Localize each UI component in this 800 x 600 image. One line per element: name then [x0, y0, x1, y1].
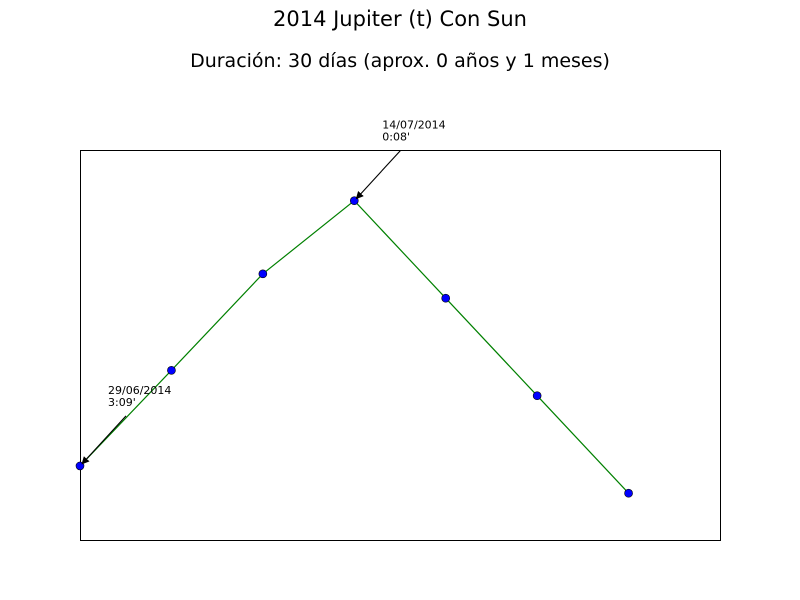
annotation-arrow-1	[355, 150, 401, 200]
data-point-4	[441, 293, 451, 303]
annotation-layer: 29/06/2014 3:09' 14/07/2014 0:08'	[81, 119, 446, 465]
annotation-date: 14/07/2014	[382, 119, 445, 132]
annotation-label-0: 29/06/2014 3:09'	[108, 384, 171, 409]
annotation-time: 3:09'	[108, 396, 136, 409]
plot-area-frame	[80, 150, 721, 541]
annotation-date: 29/06/2014	[108, 384, 171, 397]
data-point-5	[532, 391, 542, 401]
data-point-2	[258, 269, 268, 279]
data-point-6	[624, 488, 633, 498]
chart-subtitle: Duración: 30 días (aprox. 0 años y 1 mes…	[190, 50, 610, 72]
annotation-label-1: 14/07/2014 0:08'	[382, 119, 445, 144]
data-point-1	[167, 366, 176, 375]
series-line	[79, 199, 630, 494]
annotation-time: 0:08'	[382, 131, 410, 144]
points-layer	[75, 196, 633, 498]
chart-title: 2014 Jupiter (t) Con Sun	[273, 7, 527, 31]
series-layer	[79, 199, 630, 494]
annotation-arrow-0	[81, 415, 127, 465]
